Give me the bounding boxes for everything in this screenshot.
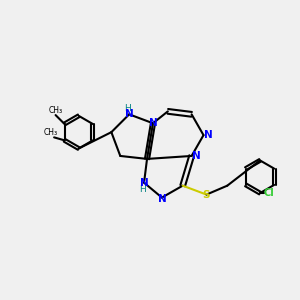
Text: CH₃: CH₃ [44, 128, 58, 137]
Text: H: H [124, 104, 131, 113]
Text: CH₃: CH₃ [49, 106, 63, 115]
Text: Cl: Cl [263, 188, 274, 198]
Text: N: N [140, 178, 148, 188]
Text: N: N [204, 130, 212, 140]
Text: N: N [158, 194, 166, 204]
Text: N: N [148, 118, 157, 128]
Text: N: N [125, 109, 134, 119]
Text: N: N [192, 151, 200, 161]
Text: S: S [203, 190, 210, 200]
Text: H: H [139, 185, 146, 194]
